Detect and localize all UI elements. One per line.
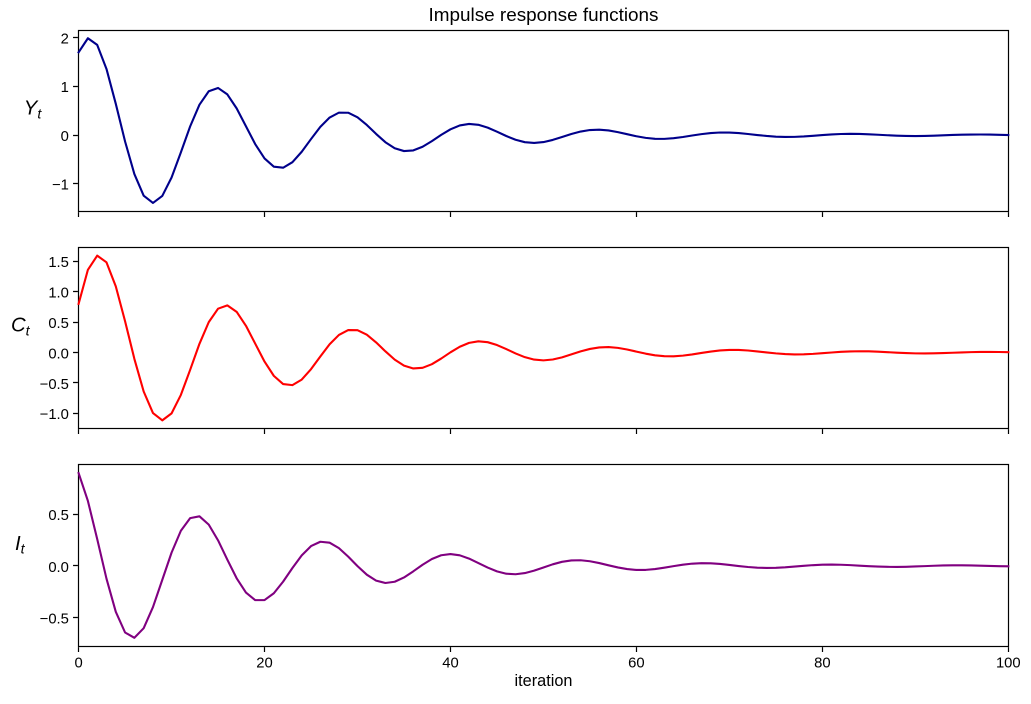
svg-text:−1: −1 [52,178,69,194]
svg-text:40: 40 [442,656,458,672]
svg-text:0.0: 0.0 [48,560,69,576]
svg-text:2: 2 [61,32,69,48]
svg-text:It: It [15,533,26,558]
svg-text:0.5: 0.5 [48,508,69,524]
svg-text:1.0: 1.0 [48,285,69,301]
svg-text:−0.5: −0.5 [40,377,69,393]
svg-text:1: 1 [61,80,69,96]
svg-text:100: 100 [996,656,1021,672]
svg-text:0.5: 0.5 [48,316,69,332]
svg-text:80: 80 [814,656,830,672]
svg-text:iteration: iteration [515,672,573,690]
svg-text:−1.0: −1.0 [40,407,69,423]
svg-text:−0.5: −0.5 [40,611,69,627]
svg-text:0: 0 [74,656,82,672]
svg-text:Impulse response functions: Impulse response functions [429,5,659,26]
svg-text:20: 20 [256,656,272,672]
svg-text:1.5: 1.5 [48,255,69,271]
svg-text:0.0: 0.0 [48,346,69,362]
svg-text:60: 60 [628,656,644,672]
svg-text:0: 0 [61,129,69,145]
